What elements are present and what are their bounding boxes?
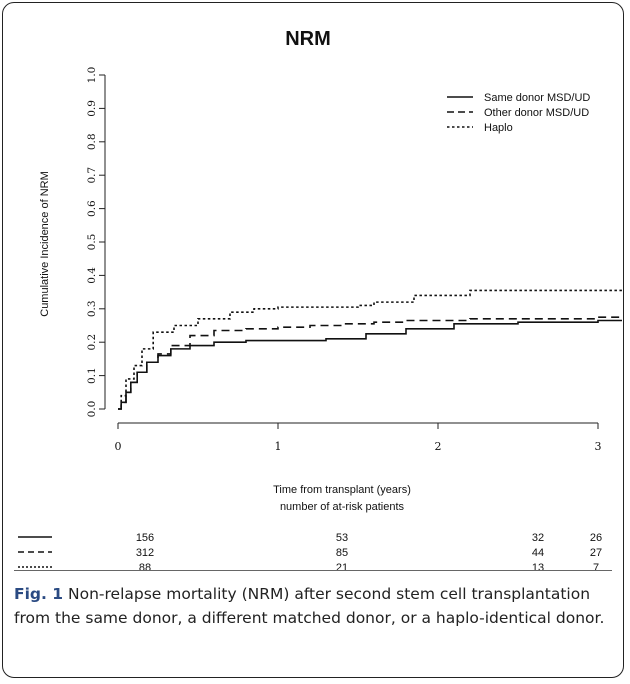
at-risk-count: 26 bbox=[590, 532, 602, 544]
at-risk-count: 156 bbox=[136, 532, 154, 544]
legend-label-1: Other donor MSD/UD bbox=[484, 107, 589, 119]
figure-label: Fig. 1 bbox=[14, 585, 64, 603]
y-tick-label: 0.3 bbox=[86, 300, 98, 317]
series-line-2 bbox=[118, 289, 622, 410]
caption-divider bbox=[14, 570, 612, 571]
series-line-0 bbox=[118, 319, 622, 410]
legend-label-2: Haplo bbox=[484, 122, 513, 134]
nrm-chart: NRM 0.0 0.1 0.2 0.3 0.4 0.5 0.6 0.7 0.8 0.9 1.0 0 1 2… bbox=[18, 28, 622, 570]
y-tick-label: 0.9 bbox=[86, 100, 98, 117]
y-axis-label: Cumulative Incidence of NRM bbox=[39, 171, 51, 317]
x-tick-label: 0 bbox=[115, 440, 122, 453]
at-risk-count: 32 bbox=[532, 532, 544, 544]
at-risk-count: 88 bbox=[139, 562, 151, 570]
x-tick-label: 3 bbox=[595, 440, 602, 453]
figure-caption: Fig. 1 Non-relapse mortality (NRM) after… bbox=[14, 582, 610, 630]
y-tick-label: 0.2 bbox=[86, 334, 98, 351]
series-line-1 bbox=[118, 316, 622, 410]
at-risk-count: 53 bbox=[336, 532, 348, 544]
at-risk-count: 7 bbox=[593, 562, 599, 570]
at-risk-count: 21 bbox=[336, 562, 348, 570]
at-risk-table: 156 53 32 26 312 85 44 27 88 21 13 7 bbox=[18, 532, 602, 570]
y-tick-label: 0.5 bbox=[86, 234, 98, 251]
x-tick-label: 1 bbox=[275, 440, 282, 453]
x-axis-label: Time from transplant (years) bbox=[273, 484, 411, 496]
at-risk-count: 13 bbox=[532, 562, 544, 570]
axes: 0.0 0.1 0.2 0.3 0.4 0.5 0.6 0.7 0.8 0.9 1.0 0 1 2 3 bbox=[86, 67, 602, 453]
y-tick-label: 1.0 bbox=[86, 67, 98, 84]
at-risk-count: 85 bbox=[336, 547, 348, 559]
y-tick-label: 0.6 bbox=[86, 200, 98, 217]
chart-title: NRM bbox=[285, 28, 331, 50]
y-tick-label: 0.4 bbox=[86, 267, 98, 284]
y-tick-label: 0.1 bbox=[86, 367, 98, 384]
x-tick-label: 2 bbox=[435, 440, 442, 453]
at-risk-count: 312 bbox=[136, 547, 154, 559]
y-tick-label: 0.8 bbox=[86, 133, 98, 150]
at-risk-count: 44 bbox=[532, 547, 544, 559]
legend-label-0: Same donor MSD/UD bbox=[484, 92, 590, 104]
y-tick-label: 0.7 bbox=[86, 167, 98, 184]
at-risk-count: 27 bbox=[590, 547, 602, 559]
y-tick-label: 0.0 bbox=[86, 401, 98, 418]
at-risk-title: number of at-risk patients bbox=[280, 501, 405, 513]
series-layer bbox=[118, 289, 622, 410]
caption-text: Non-relapse mortality (NRM) after second… bbox=[14, 585, 605, 627]
legend: Same donor MSD/UD Other donor MSD/UD Haplo bbox=[447, 92, 590, 134]
